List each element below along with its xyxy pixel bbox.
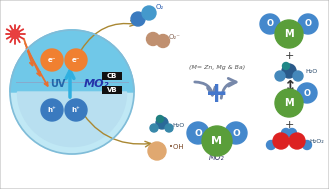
Text: CB: CB (107, 73, 117, 79)
Circle shape (41, 49, 63, 71)
Circle shape (302, 140, 312, 149)
Text: H₂O₂: H₂O₂ (309, 139, 324, 144)
Text: +: + (284, 120, 294, 130)
Circle shape (282, 129, 291, 138)
Circle shape (275, 71, 285, 81)
Circle shape (131, 12, 145, 26)
Circle shape (146, 33, 160, 46)
Text: +: + (205, 80, 229, 108)
Text: O: O (266, 19, 273, 29)
Text: O: O (303, 88, 311, 98)
Text: O: O (194, 129, 202, 138)
Circle shape (41, 99, 63, 121)
Circle shape (65, 99, 87, 121)
Text: O₂: O₂ (156, 4, 164, 10)
Text: (M= Zn, Mg & Ba): (M= Zn, Mg & Ba) (189, 64, 245, 70)
Circle shape (65, 49, 87, 71)
Circle shape (298, 14, 318, 34)
Text: h⁺: h⁺ (48, 107, 56, 113)
Text: e⁻: e⁻ (72, 57, 80, 63)
Circle shape (165, 124, 173, 132)
Circle shape (288, 129, 296, 138)
Text: •OH: •OH (169, 144, 184, 150)
Text: M: M (284, 29, 294, 39)
Circle shape (297, 83, 317, 103)
Text: O: O (232, 129, 240, 138)
Text: ↕: ↕ (283, 78, 295, 94)
Circle shape (148, 142, 166, 160)
Circle shape (293, 71, 303, 81)
Text: M: M (284, 98, 294, 108)
Circle shape (11, 29, 19, 39)
Circle shape (156, 117, 168, 129)
Wedge shape (17, 92, 127, 146)
Text: UV: UV (50, 79, 65, 89)
Text: H₂O: H₂O (172, 123, 184, 128)
Circle shape (157, 115, 164, 122)
Text: O₂⁻: O₂⁻ (169, 34, 181, 40)
FancyBboxPatch shape (102, 72, 122, 80)
FancyBboxPatch shape (102, 86, 122, 94)
Wedge shape (10, 30, 134, 92)
Circle shape (187, 122, 209, 144)
Text: +: + (284, 51, 294, 61)
Circle shape (142, 6, 156, 20)
Circle shape (202, 126, 232, 156)
Text: MO₂: MO₂ (84, 79, 110, 89)
Circle shape (10, 30, 134, 154)
Circle shape (273, 133, 289, 149)
Circle shape (275, 20, 303, 48)
Text: O: O (305, 19, 312, 29)
Text: VB: VB (107, 87, 117, 93)
Text: M: M (212, 136, 222, 146)
Circle shape (282, 64, 296, 78)
Text: e⁻: e⁻ (48, 57, 56, 63)
Text: MO₂: MO₂ (209, 153, 225, 162)
Text: H₂O: H₂O (305, 69, 317, 74)
Circle shape (289, 133, 305, 149)
Circle shape (266, 140, 275, 149)
Circle shape (283, 63, 290, 70)
Circle shape (260, 14, 280, 34)
Circle shape (225, 122, 247, 144)
Circle shape (275, 89, 303, 117)
Circle shape (150, 124, 158, 132)
Text: h⁺: h⁺ (72, 107, 80, 113)
Circle shape (157, 35, 169, 47)
